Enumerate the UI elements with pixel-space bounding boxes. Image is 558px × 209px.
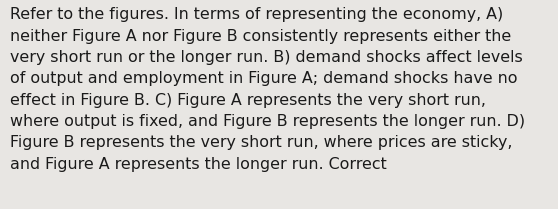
Text: Refer to the figures. In terms of representing the economy, A)
neither Figure A : Refer to the figures. In terms of repres… (10, 7, 525, 172)
